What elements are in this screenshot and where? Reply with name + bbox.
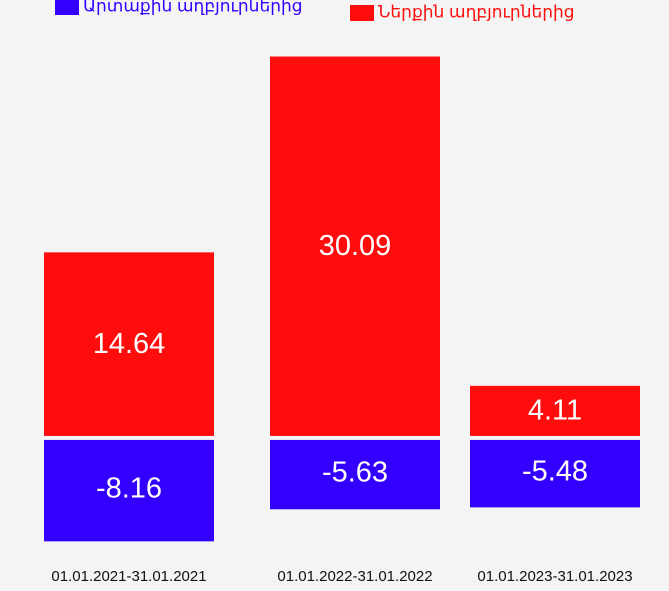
bar-segment <box>270 439 440 510</box>
data-label: -8.16 <box>96 472 162 504</box>
data-label: 14.64 <box>93 328 166 360</box>
x-tick-label: 01.01.2022-31.01.2022 <box>277 568 432 585</box>
bar-segment <box>470 385 640 436</box>
data-label: -5.63 <box>322 456 388 488</box>
x-tick-label: 01.01.2023-31.01.2023 <box>477 568 632 585</box>
legend-swatch <box>55 0 79 15</box>
bar-segment <box>44 252 214 436</box>
data-label: 30.09 <box>319 230 392 262</box>
legend-label: Արտաքին աղբյուրներից <box>83 0 303 15</box>
bar-segment <box>270 56 440 436</box>
legend-label: Ներքին աղբյուրներից <box>378 2 575 21</box>
x-tick-label: 01.01.2021-31.01.2021 <box>51 568 206 585</box>
data-label: -5.48 <box>522 455 588 487</box>
legend-swatch <box>350 5 374 21</box>
bar-segment <box>470 439 640 508</box>
data-label: 4.11 <box>528 395 582 427</box>
bar-segment <box>44 439 214 542</box>
